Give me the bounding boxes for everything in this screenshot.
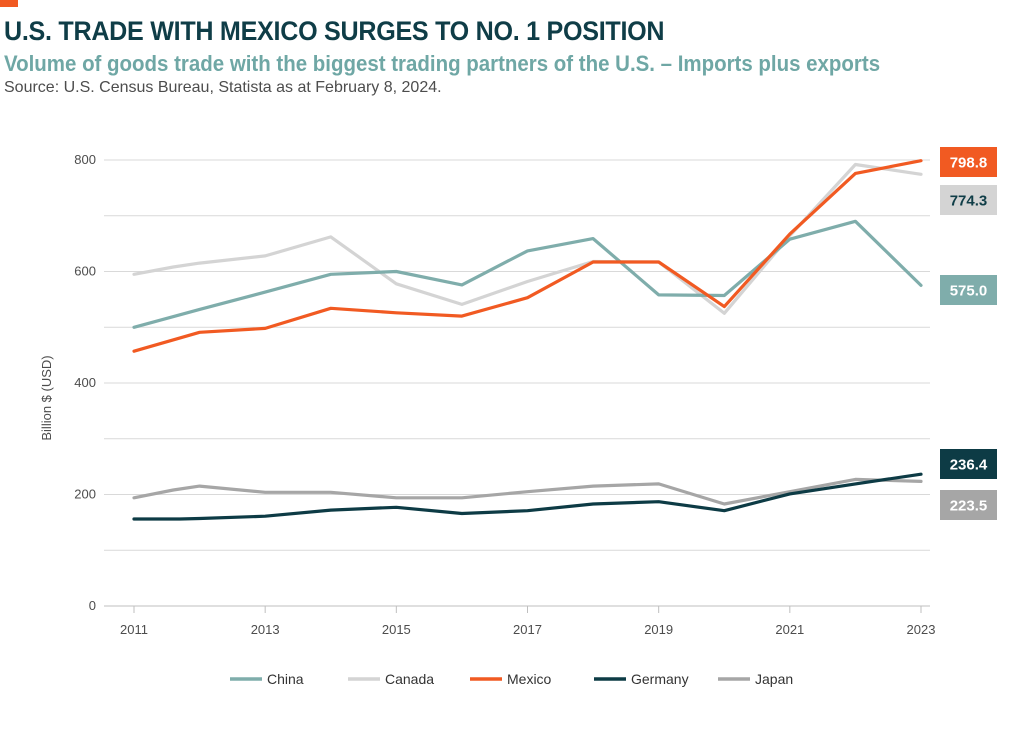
x-tick-label: 2011 xyxy=(120,622,148,637)
end-label-text: 575.0 xyxy=(950,283,988,300)
end-label-box xyxy=(940,490,997,520)
legend-item-japan: Japan xyxy=(718,671,793,687)
end-label-china: 575.0 xyxy=(940,275,997,305)
legend-item-canada: Canada xyxy=(348,671,434,687)
series-line-china xyxy=(132,219,923,329)
end-label-box xyxy=(940,147,997,177)
series-line-germany xyxy=(132,472,923,521)
series-lines xyxy=(132,159,923,521)
y-axis-title: Billion $ (USD) xyxy=(39,355,54,440)
y-tick-label: 200 xyxy=(74,487,96,502)
x-tick-label: 2019 xyxy=(644,622,673,637)
end-label-japan: 223.5 xyxy=(940,490,997,520)
chart-subtitle: Volume of goods trade with the biggest t… xyxy=(4,51,881,76)
legend: China Canada Mexico Germany Japan xyxy=(230,671,793,687)
legend-item-china: China xyxy=(230,671,304,687)
legend-item-germany: Germany xyxy=(594,671,689,687)
legend-label: China xyxy=(267,671,304,687)
y-tick-label: 0 xyxy=(89,598,96,613)
y-tick-label: 600 xyxy=(74,264,96,279)
legend-label: Mexico xyxy=(507,671,552,687)
series-line-mexico xyxy=(132,159,923,353)
series-line-canada xyxy=(132,162,923,315)
end-label-text: 223.5 xyxy=(950,498,988,515)
x-tick-label: 2023 xyxy=(907,622,936,637)
end-label-germany: 236.4 xyxy=(940,449,997,479)
end-label-box xyxy=(940,449,997,479)
y-tick-label: 800 xyxy=(74,152,96,167)
chart-title: U.S. TRADE WITH MEXICO SURGES TO NO. 1 P… xyxy=(4,16,665,46)
end-label-mexico: 798.8 xyxy=(940,147,997,177)
y-tick-label: 400 xyxy=(74,375,96,390)
axes: 0 200 400 600 800 2011 2013 2015 2017 2019 2021 202… xyxy=(39,152,935,637)
accent-bar xyxy=(0,0,18,7)
end-label-box xyxy=(940,275,997,305)
legend-label: Germany xyxy=(631,671,689,687)
end-label-box xyxy=(940,185,997,215)
chart-source: Source: U.S. Census Bureau, Statista as … xyxy=(4,79,442,96)
end-label-canada: 774.3 xyxy=(940,185,997,215)
x-tick-label: 2017 xyxy=(513,622,542,637)
x-tick-label: 2021 xyxy=(775,622,804,637)
end-label-text: 798.8 xyxy=(950,155,988,172)
end-label-text: 774.3 xyxy=(950,193,988,210)
legend-label: Canada xyxy=(385,671,434,687)
end-label-text: 236.4 xyxy=(950,457,988,474)
legend-label: Japan xyxy=(755,671,793,687)
series-line-japan xyxy=(132,477,923,506)
x-tick-label: 2015 xyxy=(382,622,411,637)
end-labels: 575.0 774.3 798.8 236.4 223.5 xyxy=(940,147,997,520)
legend-item-mexico: Mexico xyxy=(470,671,552,687)
x-tick-label: 2013 xyxy=(251,622,280,637)
